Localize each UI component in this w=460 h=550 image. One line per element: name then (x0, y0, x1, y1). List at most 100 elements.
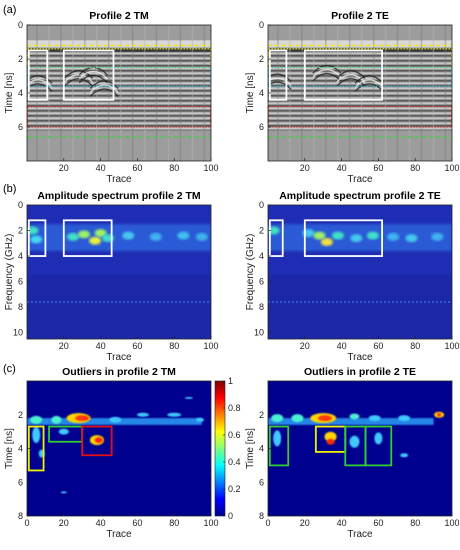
trace-streak (301, 25, 303, 161)
colorbar-gradient (214, 380, 226, 517)
x-axis-label: Trace (347, 174, 373, 185)
reflection-hyperbola (64, 74, 94, 83)
y-tick-label: 6 (18, 477, 23, 487)
spectrum-peak (387, 232, 400, 241)
plot-image (27, 205, 211, 339)
y-axis-label: Time [ns] (245, 72, 256, 113)
plot-image (268, 381, 452, 516)
spectrum-peak (89, 236, 102, 245)
y-axis-label: Time [ns] (4, 428, 15, 469)
y-tick-label: 2 (259, 226, 264, 236)
dotted-region (268, 106, 452, 128)
spectrum-peak (320, 238, 333, 247)
x-tick-label: 20 (59, 518, 69, 528)
x-tick-label: 0 (24, 518, 29, 528)
radar-texture (27, 47, 211, 131)
y-tick-label: 8 (18, 302, 23, 312)
x-axis-label: Trace (106, 529, 132, 540)
row-label-c: (c) (3, 363, 16, 375)
outlier-blob (398, 415, 411, 422)
spectrum-peak (149, 232, 162, 241)
y-tick-label: 2 (18, 410, 23, 420)
y-tick-label: 10 (254, 328, 264, 338)
x-tick-label: 20 (300, 163, 310, 173)
trace-streak (408, 25, 411, 161)
outlier-blob (195, 417, 204, 422)
outlier-blob (368, 415, 381, 422)
panel-title: Amplitude spectrum profile 2 TE (279, 190, 441, 202)
annotation-box (62, 49, 115, 101)
plot-image (268, 25, 452, 161)
trace-streak (337, 25, 339, 161)
x-tick-label: 20 (300, 341, 310, 351)
x-tick-label: 20 (300, 518, 310, 528)
row-label-a: (a) (3, 4, 16, 16)
trace-streak (179, 25, 182, 161)
outlier-blob (273, 430, 282, 447)
dotted-region (27, 106, 211, 128)
x-tick-label: 60 (373, 341, 383, 351)
x-axis-label: Trace (106, 174, 132, 185)
colorbar-tick-label: 0.4 (228, 457, 241, 467)
y-tick-label: 4 (259, 444, 264, 454)
y-tick-label: 4 (18, 444, 23, 454)
spectrum-low (27, 275, 211, 339)
spectrum-peak (350, 234, 363, 243)
x-tick-label: 80 (169, 341, 179, 351)
x-tick-label: 60 (132, 341, 142, 351)
spectrum-peak (30, 235, 43, 244)
spectrum-peak (268, 226, 280, 235)
y-tick-label: 4 (18, 251, 23, 261)
x-axis-label: Trace (347, 529, 373, 540)
trace-streak (348, 25, 351, 161)
reflection-hyperbola (354, 79, 384, 88)
outlier-blob (30, 415, 43, 424)
trace-streak (143, 25, 146, 161)
trace-streak (360, 25, 363, 161)
panel-outliers-tm: Outliers in profile 2 TM 0 20 40 60 80 100 Trac… (4, 366, 219, 540)
annotation-box (81, 425, 113, 457)
outlier-blob (75, 415, 90, 422)
x-tick-label: 100 (203, 163, 218, 173)
x-tick-label: 60 (373, 163, 383, 173)
x-tick-label: 40 (96, 518, 106, 528)
spectrum-peak (313, 231, 326, 240)
y-tick-label: 8 (18, 511, 23, 521)
trace-streak (119, 25, 122, 161)
x-tick-label: 40 (337, 163, 347, 173)
outlier-blob (60, 491, 67, 494)
y-tick-label: 0 (18, 20, 23, 30)
y-tick-label: 6 (259, 122, 264, 132)
reflection-hyperbola (27, 79, 53, 88)
outlier-blob (58, 428, 69, 435)
y-axis-label: Time [ns] (245, 428, 256, 469)
trace-streak (384, 25, 387, 161)
outlier-blob (318, 415, 333, 422)
y-tick-label: 4 (259, 251, 264, 261)
annotation-box (62, 219, 113, 257)
trace-streak (48, 25, 50, 161)
reflection-hyperbola (354, 75, 384, 84)
trace-streak (131, 25, 134, 161)
trace-streak (36, 25, 38, 161)
row-label-b: (b) (3, 183, 16, 195)
reflection-hyperbola (336, 74, 366, 83)
outlier-blob (271, 414, 284, 423)
spectrum-low (268, 275, 452, 339)
reflection-hyperbola (354, 83, 384, 92)
outlier-background (268, 381, 452, 516)
outlier-band (268, 418, 434, 425)
y-axis-label: Frequency (GHz) (245, 234, 256, 311)
outlier-blob (109, 416, 122, 423)
y-axis-label: Frequency (GHz) (4, 234, 15, 311)
annotation-box (27, 219, 47, 257)
direct-wave-light (27, 40, 211, 48)
spectrum-peak (195, 232, 208, 241)
reflection-hyperbola (312, 64, 342, 74)
reflection-hyperbola (268, 81, 292, 91)
dotted-region (268, 67, 452, 87)
dotted-region (27, 67, 211, 87)
y-tick-label: 2 (18, 226, 23, 236)
annotation-box (268, 425, 290, 467)
